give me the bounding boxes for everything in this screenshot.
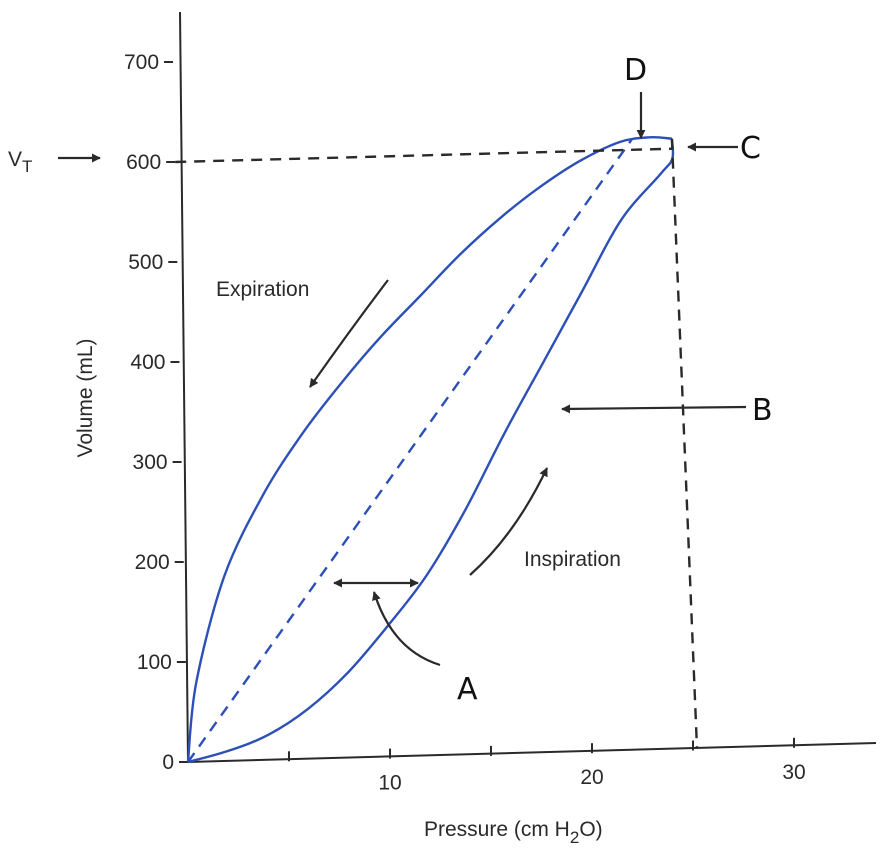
axis-ticks: 0 100 200 300 400 500 600 700 10 20 30 [124,51,806,795]
y-tick-label-400: 400 [130,351,165,374]
y-tick-label-600: 600 [126,151,161,174]
expiration-label: Expiration [216,278,309,301]
y-tick-label-700: 700 [124,51,159,74]
label-d: D [624,53,647,88]
y-axis-title: Volume (mL) [74,338,97,457]
series-peak-pressure-reference [670,138,699,749]
series-expiration [186,135,672,763]
x-axis [187,742,877,763]
series-layer [175,135,699,764]
label-b: B [752,393,773,428]
tidal-volume-label-sub: T [22,157,32,176]
arrow-a [372,591,441,667]
x-axis-title: Pressure (cm H2O) [424,818,603,847]
label-c: C [740,131,761,166]
x-tick-label-10: 10 [378,772,401,795]
label-a: A [457,672,478,707]
x-axis-title-sub: 2 [570,828,579,847]
x-axis-title-main: Pressure (cm H [424,818,570,841]
inspiration-label: Inspiration [524,548,621,571]
series-inspiration [187,138,675,764]
y-tick-label-500: 500 [128,251,163,274]
x-tick-label-20: 20 [580,766,603,789]
x-tick-label-30: 30 [782,761,805,784]
y-tick-label-0: 0 [162,751,174,774]
series-tidal-volume-reference [175,147,673,164]
tidal-volume-label: VT [8,148,32,176]
y-axis [179,11,189,763]
arrow-b [561,404,747,414]
inspiration-arrow [469,467,548,576]
expiration-arrow [309,279,389,388]
y-tick-label-300: 300 [133,451,168,474]
y-tick-label-100: 100 [137,651,172,674]
x-axis-title-end: O) [579,818,602,841]
y-tick-label-200: 200 [135,551,170,574]
tidal-volume-label-v: V [8,148,22,171]
series-compliance-line [187,139,633,763]
